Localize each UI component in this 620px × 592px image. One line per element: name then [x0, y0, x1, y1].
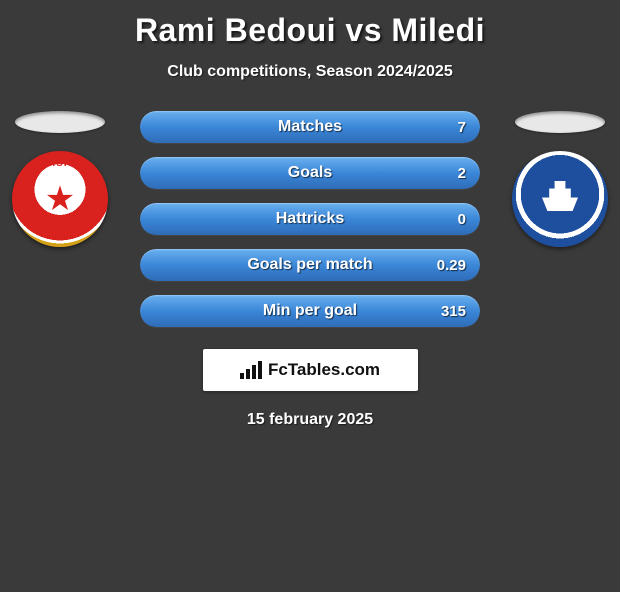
stat-row-min-per-goal: Min per goal 315	[140, 295, 480, 327]
page-title: Rami Bedoui vs Miledi	[0, 12, 620, 49]
page-subtitle: Club competitions, Season 2024/2025	[0, 63, 620, 81]
stat-right-value: 7	[458, 119, 466, 136]
bar-chart-icon	[240, 361, 262, 379]
right-player-column	[500, 111, 620, 247]
left-player-column: E.S.S	[0, 111, 120, 247]
date-label: 15 february 2025	[0, 411, 620, 429]
left-club-badge: E.S.S	[12, 151, 108, 247]
stat-right-value: 0.29	[437, 257, 466, 274]
comparison-panel: E.S.S Matches 7 Goals 2 Hattricks 0	[0, 111, 620, 429]
stat-right-value: 2	[458, 165, 466, 182]
stat-row-matches: Matches 7	[140, 111, 480, 143]
stat-row-hattricks: Hattricks 0	[140, 203, 480, 235]
stat-right-value: 0	[458, 211, 466, 228]
stat-label: Min per goal	[140, 302, 480, 320]
right-player-photo-placeholder	[515, 111, 605, 133]
left-player-photo-placeholder	[15, 111, 105, 133]
right-club-badge	[512, 151, 608, 247]
brand-text: FcTables.com	[268, 360, 380, 380]
brand-box[interactable]: FcTables.com	[203, 349, 418, 391]
stat-label: Goals	[140, 164, 480, 182]
stat-label: Hattricks	[140, 210, 480, 228]
left-club-abbrev: E.S.S	[45, 158, 76, 169]
stat-label: Matches	[140, 118, 480, 136]
stat-row-goals: Goals 2	[140, 157, 480, 189]
stat-right-value: 315	[441, 303, 466, 320]
stat-row-goals-per-match: Goals per match 0.29	[140, 249, 480, 281]
stat-label: Goals per match	[140, 256, 480, 274]
stats-list: Matches 7 Goals 2 Hattricks 0 Goals per …	[140, 111, 480, 327]
